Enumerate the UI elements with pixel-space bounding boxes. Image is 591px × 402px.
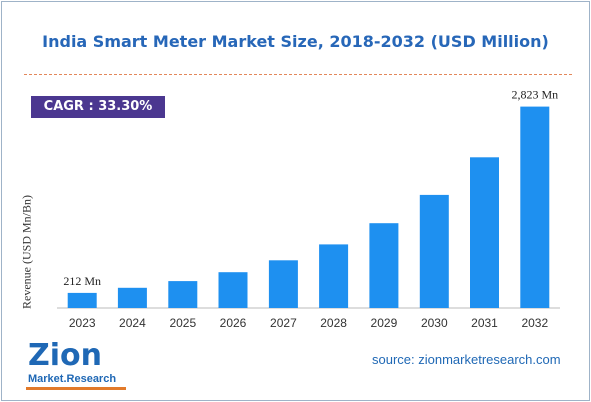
x-tick-label: 2030: [421, 316, 448, 330]
x-tick-label: 2029: [371, 316, 398, 330]
x-tick-label: 2027: [270, 316, 297, 330]
bar-2025: [168, 281, 198, 308]
bar-2026: [218, 272, 248, 308]
x-tick-label: 2023: [69, 316, 96, 330]
source-text: source: zionmarketresearch.com: [372, 352, 561, 367]
x-tick-label: 2025: [169, 316, 196, 330]
title-divider: [24, 74, 572, 75]
bar-2023: [67, 292, 97, 308]
x-tick-label: 2024: [119, 316, 146, 330]
x-tick-label: 2026: [220, 316, 247, 330]
cagr-badge: CAGR : 33.30%: [31, 96, 165, 118]
bar-2031: [470, 157, 499, 308]
bar-2030: [419, 194, 449, 308]
bar-2027: [268, 260, 298, 308]
bar-2028: [319, 244, 349, 308]
x-tick-label: 2028: [320, 316, 347, 330]
zion-logo: Zion Market.Research: [22, 338, 132, 392]
bar-2032: [520, 106, 550, 308]
bar-2024: [117, 287, 147, 308]
logo-sub: Market.Research: [28, 373, 117, 385]
chart-title: India Smart Meter Market Size, 2018-2032…: [42, 32, 549, 51]
logo-name: Zion: [28, 338, 103, 373]
bar-2029: [369, 223, 399, 308]
data-label-2032: 2,823 Mn: [511, 88, 558, 102]
x-tick-label: 2032: [521, 316, 548, 330]
data-label-2023: 212 Mn: [63, 274, 101, 288]
x-tick-label: 2031: [471, 316, 498, 330]
logo-underline: [26, 387, 126, 390]
